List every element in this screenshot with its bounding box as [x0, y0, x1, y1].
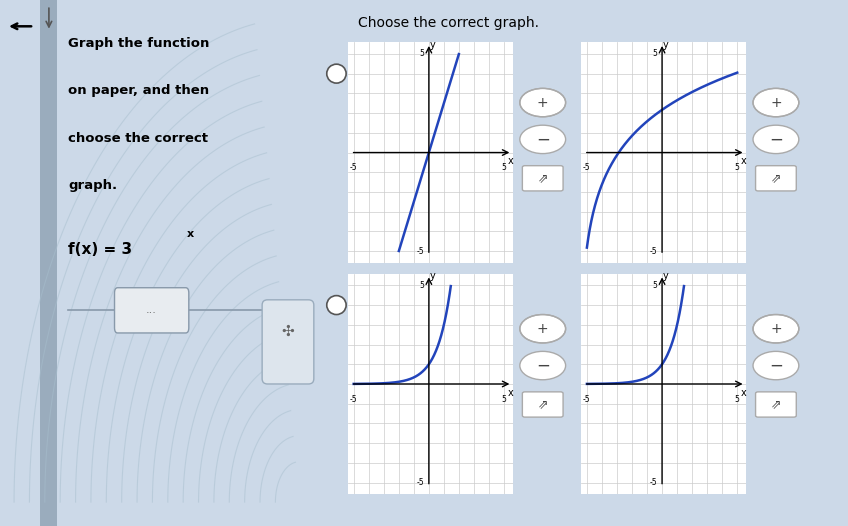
- Text: −: −: [536, 357, 550, 375]
- Text: 5: 5: [734, 395, 739, 404]
- FancyBboxPatch shape: [40, 0, 58, 526]
- Text: Choose the correct graph.: Choose the correct graph.: [358, 16, 539, 30]
- Text: −: −: [536, 130, 550, 148]
- Text: 5: 5: [420, 281, 424, 290]
- Text: -5: -5: [650, 478, 657, 487]
- Circle shape: [585, 64, 605, 83]
- Text: y: y: [663, 271, 669, 281]
- FancyBboxPatch shape: [114, 288, 189, 333]
- Text: 5: 5: [501, 395, 506, 404]
- Text: x: x: [508, 156, 514, 166]
- Text: ⇗: ⇗: [538, 398, 548, 411]
- Text: -5: -5: [416, 247, 424, 256]
- Text: y: y: [430, 40, 436, 50]
- Text: +: +: [537, 322, 549, 336]
- Text: 5: 5: [420, 49, 424, 58]
- Circle shape: [585, 296, 605, 315]
- Text: D: D: [614, 298, 625, 312]
- Circle shape: [326, 64, 346, 83]
- Text: x: x: [741, 388, 747, 398]
- Text: −: −: [769, 357, 783, 375]
- Text: f(x) = 3: f(x) = 3: [68, 242, 132, 257]
- Text: choose the correct: choose the correct: [68, 132, 208, 145]
- Text: A: A: [355, 67, 366, 80]
- Text: 5: 5: [734, 164, 739, 173]
- Text: +: +: [537, 96, 549, 109]
- Text: ...: ...: [146, 305, 157, 316]
- Text: on paper, and then: on paper, and then: [68, 84, 209, 97]
- Text: +: +: [770, 322, 782, 336]
- Text: 5: 5: [653, 49, 657, 58]
- Text: y: y: [430, 271, 436, 281]
- Text: 5: 5: [653, 281, 657, 290]
- Text: ⇗: ⇗: [538, 172, 548, 185]
- Text: Graph the function: Graph the function: [68, 37, 209, 50]
- Text: -5: -5: [350, 395, 358, 404]
- Text: -5: -5: [350, 164, 358, 173]
- Text: B: B: [614, 67, 624, 80]
- Text: x: x: [741, 156, 747, 166]
- Text: -5: -5: [416, 478, 424, 487]
- Text: ✣: ✣: [282, 324, 294, 339]
- Text: -5: -5: [583, 164, 591, 173]
- Text: −: −: [769, 130, 783, 148]
- Text: ⇗: ⇗: [771, 172, 781, 185]
- Text: ⇗: ⇗: [771, 398, 781, 411]
- Text: -5: -5: [650, 247, 657, 256]
- Text: +: +: [770, 96, 782, 109]
- Circle shape: [326, 296, 346, 315]
- FancyBboxPatch shape: [262, 300, 314, 384]
- Text: y: y: [663, 40, 669, 50]
- Text: 5: 5: [501, 164, 506, 173]
- Text: x: x: [187, 229, 194, 239]
- Text: C: C: [355, 298, 365, 312]
- Text: x: x: [508, 388, 514, 398]
- Text: -5: -5: [583, 395, 591, 404]
- Text: graph.: graph.: [68, 179, 117, 192]
